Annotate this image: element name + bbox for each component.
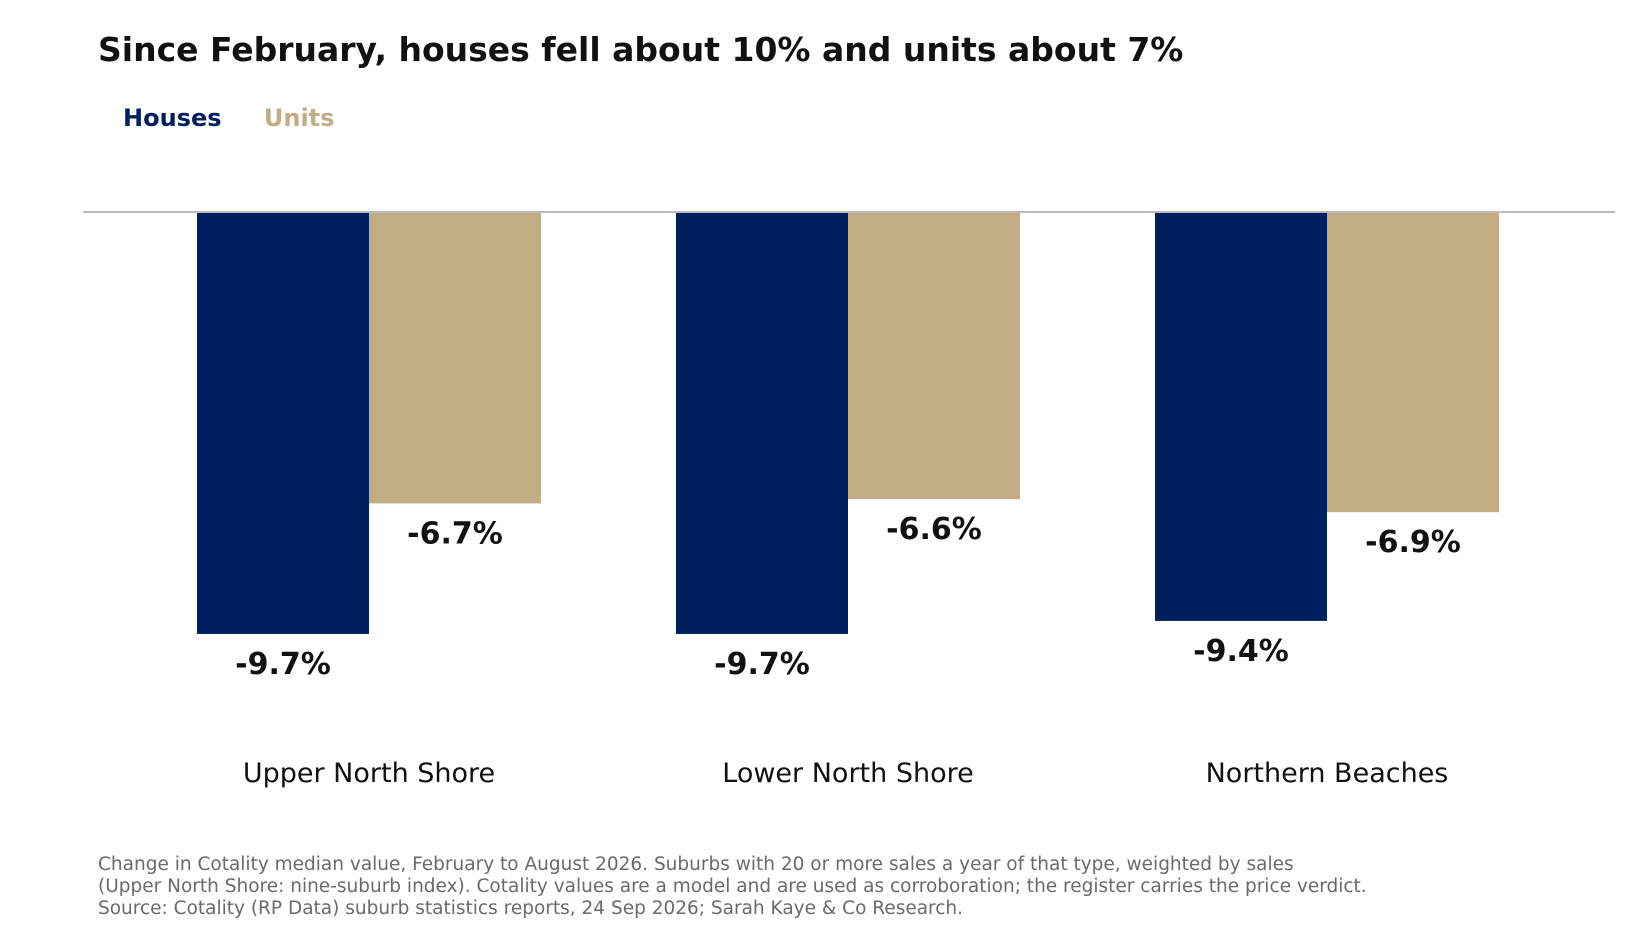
chart-footnote: Change in Cotality median value, Februar… [98, 854, 1367, 920]
bar-chart: -9.7% -6.7% Upper North Shore -9.7% -6.6% Low… [83, 211, 1615, 789]
category-label-3: Northern Beaches [1206, 758, 1449, 789]
footnote-line-3: Source: Cotality (RP Data) suburb statis… [98, 898, 964, 919]
category-label-1: Upper North Shore [243, 758, 495, 789]
bar-units-1 [369, 212, 541, 504]
chart-legend: Houses Units [123, 104, 368, 132]
chart-title: Since February, houses fell about 10% an… [98, 30, 1184, 69]
bar-units-2 [848, 212, 1020, 500]
bar-units-3 [1327, 212, 1499, 513]
legend-houses: Houses [123, 104, 222, 132]
data-label-units-1: -6.7% [407, 516, 503, 551]
data-label-houses-3: -9.4% [1193, 634, 1289, 669]
footnote-line-1: Change in Cotality median value, Februar… [98, 854, 1294, 875]
data-label-units-3: -6.9% [1365, 525, 1461, 560]
legend-units: Units [263, 104, 335, 132]
bar-houses-2 [676, 212, 848, 634]
data-label-houses-2: -9.7% [714, 647, 810, 682]
data-label-units-2: -6.6% [886, 512, 982, 547]
footnote-line-2: (Upper North Shore: nine-suburb index). … [98, 876, 1367, 897]
bar-houses-1 [197, 212, 369, 634]
data-label-houses-1: -9.7% [235, 647, 331, 682]
bar-houses-3 [1155, 212, 1327, 621]
category-label-2: Lower North Shore [722, 758, 973, 789]
